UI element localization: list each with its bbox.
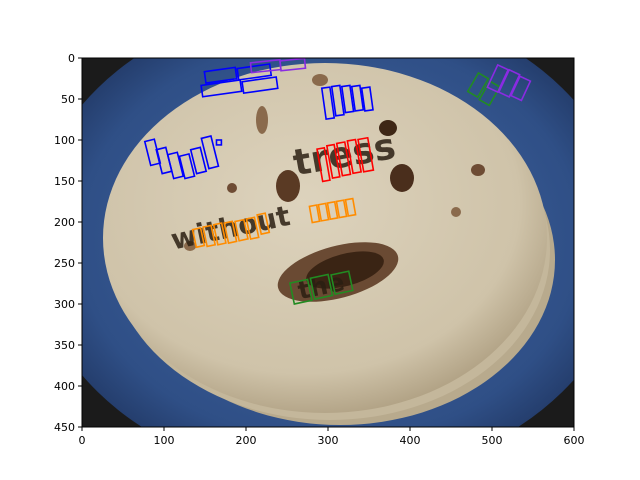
character-box (335, 141, 352, 177)
word-annotation (143, 135, 223, 180)
word-annotation (466, 71, 501, 107)
x-axis: 0 100 200 300 400 500 600 (79, 427, 585, 447)
character-box (241, 76, 279, 95)
character-box (256, 212, 271, 236)
burn-spot (276, 170, 300, 202)
brown-spot (471, 164, 485, 176)
brown-spot (451, 207, 461, 217)
x-tick-label: 500 (482, 434, 503, 447)
brown-spot (227, 183, 237, 193)
character-box (330, 270, 354, 296)
character-box (191, 226, 206, 249)
character-box (203, 66, 238, 84)
character-box (486, 63, 510, 94)
character-box (509, 75, 532, 102)
word-annotation (486, 63, 532, 102)
burn-mouth-core (306, 251, 384, 289)
y-tick-label: 150 (54, 175, 75, 188)
y-tick-label: 250 (54, 257, 75, 270)
x-tick-label: 600 (564, 434, 585, 447)
character-box (234, 218, 249, 242)
y-tick-label: 0 (68, 52, 75, 65)
x-tick-label: 0 (79, 434, 86, 447)
character-box (309, 273, 334, 301)
character-box (344, 197, 357, 217)
y-tick-label: 450 (54, 421, 75, 434)
character-box (245, 216, 260, 240)
character-box (178, 152, 196, 180)
character-box (166, 151, 185, 180)
brown-spot (184, 241, 196, 251)
character-box (320, 86, 336, 121)
character-box (325, 143, 341, 180)
y-tick-label: 50 (61, 93, 75, 106)
y-axis: 0 50 100 150 200 250 300 350 400 450 (54, 52, 82, 434)
character-box (478, 80, 501, 107)
character-box (200, 135, 220, 170)
character-box (335, 199, 348, 219)
word-annotation (249, 58, 307, 74)
y-tick-label: 200 (54, 216, 75, 229)
character-box (215, 139, 223, 146)
brown-spot (312, 74, 328, 86)
word-annotation (308, 197, 357, 224)
character-box (288, 278, 313, 305)
character-box (497, 68, 521, 99)
character-box (360, 86, 374, 112)
character-box (202, 224, 217, 248)
burn-spot (390, 164, 414, 192)
character-box (212, 222, 227, 246)
character-box (346, 138, 363, 175)
character-box (316, 146, 331, 183)
y-tick-label: 400 (54, 380, 75, 393)
x-tick-label: 300 (318, 434, 339, 447)
character-box (357, 136, 375, 173)
character-box (236, 63, 273, 81)
brown-spot (256, 106, 268, 134)
character-box (308, 204, 321, 224)
word-annotation (320, 84, 374, 121)
x-tick-label: 400 (400, 434, 421, 447)
y-tick-label: 350 (54, 339, 75, 352)
x-tick-label: 100 (154, 434, 175, 447)
character-box (223, 220, 238, 245)
word-annotation (200, 63, 279, 98)
character-box (200, 79, 243, 98)
character-box (350, 84, 365, 112)
character-box (317, 202, 330, 222)
burn-spot (379, 120, 397, 136)
character-box (279, 58, 307, 72)
y-tick-label: 100 (54, 134, 75, 147)
y-tick-label: 300 (54, 298, 75, 311)
character-box (466, 71, 490, 99)
character-box (330, 84, 345, 117)
character-box (326, 200, 339, 221)
character-box (189, 146, 208, 175)
character-box (340, 84, 355, 114)
x-tick-label: 200 (236, 434, 257, 447)
